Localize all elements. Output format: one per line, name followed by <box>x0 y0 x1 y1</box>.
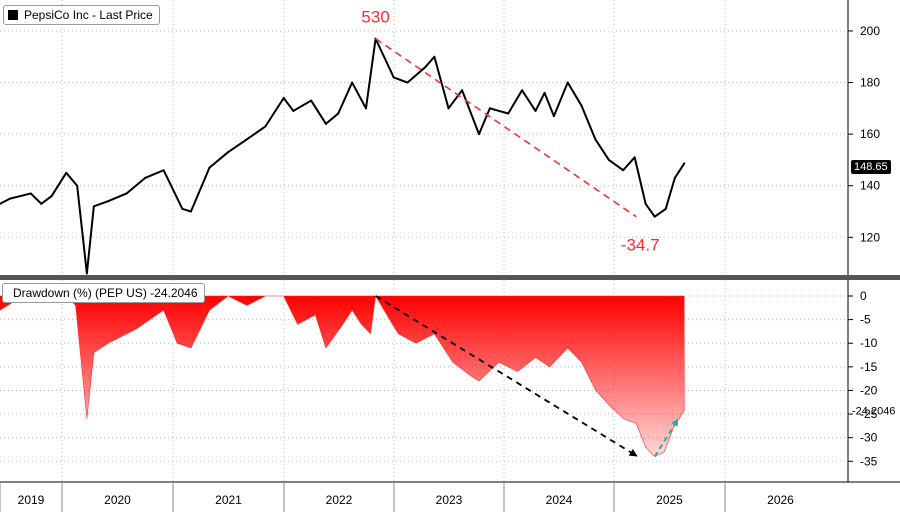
price-point <box>337 112 340 115</box>
drawdown-tick-label: -15 <box>860 360 878 374</box>
price-point <box>580 104 583 107</box>
price-point <box>189 210 192 213</box>
price-point <box>324 122 327 125</box>
price-point <box>633 156 636 159</box>
drawdown-tick-label: 0 <box>860 289 867 303</box>
price-point <box>144 176 147 179</box>
price-point <box>0 202 1 205</box>
drawdown-legend-label: Drawdown (%) (PEP US) -24.2046 <box>13 286 198 300</box>
price-point <box>107 200 110 203</box>
x-tick-label: 2021 <box>215 493 242 507</box>
price-point <box>282 97 285 100</box>
price-point <box>125 192 128 195</box>
price-point <box>433 55 436 58</box>
last-price-badge: 148.65 <box>851 160 891 174</box>
price-tick-label: 200 <box>860 24 880 38</box>
x-tick-label: 2023 <box>436 493 463 507</box>
price-point <box>683 162 686 165</box>
price-point <box>364 107 367 110</box>
price-point <box>65 171 68 174</box>
price-point <box>9 197 12 200</box>
x-tick-label: 2024 <box>546 493 573 507</box>
price-point <box>351 81 354 84</box>
price-line-layer <box>0 37 686 275</box>
price-legend-label: PepsiCo Inc - Last Price <box>24 8 153 22</box>
price-line <box>0 37 686 275</box>
price-point <box>447 107 450 110</box>
recovery-arrowhead <box>671 418 679 427</box>
drawdown-last-value-label: -24.2046 <box>852 405 895 417</box>
price-point <box>264 125 267 128</box>
price-point <box>208 166 211 169</box>
price-point <box>552 115 555 118</box>
price-point <box>40 202 43 205</box>
price-point <box>50 195 53 198</box>
drawdown-tick-label: -25 <box>860 407 878 421</box>
price-point <box>424 66 427 69</box>
price-point <box>594 138 597 141</box>
price-point <box>607 158 610 161</box>
price-point <box>507 112 510 115</box>
price-point <box>245 138 248 141</box>
annotations-layer: 530 -34.7 <box>361 8 659 255</box>
price-point <box>162 169 165 172</box>
x-tick-label: 2025 <box>656 493 683 507</box>
recovery-arrow-line <box>653 418 680 458</box>
panel-divider <box>0 275 900 280</box>
price-point <box>566 81 569 84</box>
price-point <box>644 202 647 205</box>
drawdown-tick-label: -5 <box>860 313 871 327</box>
price-point <box>310 99 313 102</box>
price-point <box>19 195 22 198</box>
price-tick-label: 140 <box>860 179 880 193</box>
drawdown-trend-arrowhead <box>628 448 638 457</box>
price-point <box>488 107 491 110</box>
price-point <box>392 76 395 79</box>
price-panel-gridlines <box>0 0 848 276</box>
price-trend-line <box>375 38 637 218</box>
legend-swatch-icon <box>8 10 18 20</box>
price-point <box>292 109 295 112</box>
drawdown-tick-label: -10 <box>860 336 878 350</box>
x-tick-label: 2022 <box>326 493 353 507</box>
price-point <box>622 169 625 172</box>
annotation-label: -34.7 <box>621 236 660 255</box>
price-point <box>477 133 480 136</box>
price-point <box>76 184 79 187</box>
price-tick-label: 160 <box>860 127 880 141</box>
price-point <box>521 89 524 92</box>
price-point <box>227 151 230 154</box>
price-point <box>543 91 546 94</box>
price-point <box>29 192 32 195</box>
x-tick-label: 2020 <box>104 493 131 507</box>
drawdown-tick-label: -30 <box>860 431 878 445</box>
price-point <box>461 89 464 92</box>
price-point <box>653 215 656 218</box>
trend-lines-layer <box>375 38 680 458</box>
price-point <box>664 207 667 210</box>
price-tick-label: 120 <box>860 230 880 244</box>
tick-labels-layer: 120 140 160 180 200 0 -5 -10 -15 -20 -25 -30 -35 2019… <box>18 24 896 507</box>
price-point <box>406 81 409 84</box>
price-legend: PepsiCo Inc - Last Price <box>3 5 160 25</box>
annotation-label: 530 <box>361 8 389 27</box>
price-point <box>673 176 676 179</box>
drawdown-area <box>0 295 685 457</box>
price-point <box>92 205 95 208</box>
price-point <box>181 207 184 210</box>
x-tick-label: 2019 <box>18 493 45 507</box>
drawdown-area-layer <box>0 295 685 457</box>
drawdown-legend: Drawdown (%) (PEP US) -24.2046 <box>2 283 205 303</box>
drawdown-tick-label: -20 <box>860 383 878 397</box>
price-point <box>534 109 537 112</box>
price-point <box>85 272 88 275</box>
x-tick-label: 2026 <box>767 493 794 507</box>
drawdown-tick-label: -35 <box>860 454 878 468</box>
price-tick-label: 180 <box>860 76 880 90</box>
drawdown-trend-line <box>375 295 639 458</box>
